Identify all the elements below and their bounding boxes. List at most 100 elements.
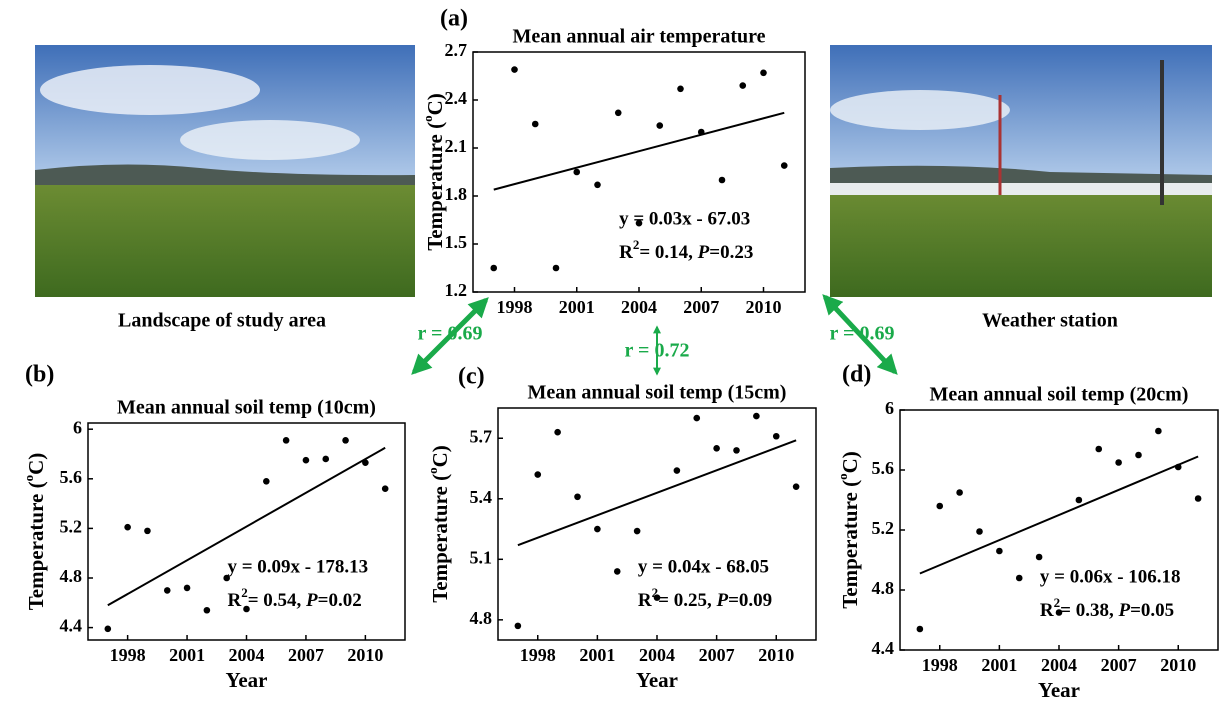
x-tick-label: 2004 — [1041, 655, 1077, 675]
fit-stats-part: 2 — [633, 237, 640, 252]
point — [552, 264, 560, 272]
y-tick-label: 5.7 — [470, 426, 493, 446]
chart-title: Mean annual soil temp (20cm) — [930, 384, 1189, 406]
x-tick-label: 2001 — [559, 297, 595, 317]
fit-stats-part: =0.23 — [709, 242, 753, 263]
point — [554, 428, 561, 436]
point — [916, 625, 924, 633]
y-tick-label: 5.4 — [470, 487, 493, 507]
fit-stats-part: = 0.38, — [1060, 600, 1118, 621]
point — [223, 574, 230, 582]
fit-stats-part: P — [1117, 600, 1130, 621]
x-tick-label: 2004 — [621, 297, 657, 317]
point — [1035, 553, 1043, 561]
y-tick-label: 6 — [885, 398, 894, 418]
y-tick-label: 4.4 — [60, 616, 83, 636]
fit-stats-part: 2 — [652, 585, 659, 600]
point — [1075, 496, 1083, 504]
x-tick-label: 2010 — [1160, 655, 1196, 675]
fit-stats-part: P — [715, 590, 728, 611]
y-axis-label: Temperature (oC) — [425, 445, 451, 603]
point — [713, 445, 720, 452]
point — [203, 606, 211, 614]
y-tick-label: 1.8 — [445, 184, 468, 204]
point — [653, 594, 661, 601]
x-axis-label: Year — [1038, 678, 1080, 702]
point — [342, 437, 349, 444]
y-axis-label-part: Temperature ( — [423, 122, 447, 251]
point — [302, 456, 310, 464]
y-tick-label: 4.8 — [60, 566, 83, 586]
point — [1015, 574, 1023, 582]
point — [760, 69, 767, 77]
trend-line — [493, 111, 785, 191]
point — [1115, 459, 1122, 466]
y-tick-label: 6 — [73, 417, 82, 437]
y-tick-label: 5.1 — [470, 547, 493, 567]
y-tick-label: 5.2 — [872, 518, 895, 538]
point — [594, 181, 601, 189]
point — [693, 414, 701, 422]
fit-stats-part: =0.05 — [1130, 600, 1174, 621]
x-tick-label: 1998 — [922, 655, 958, 675]
fit-stats: R2= 0.54, P=0.02 — [227, 585, 361, 611]
point — [322, 455, 330, 463]
y-axis-label: Temperature (oC) — [21, 453, 47, 611]
fit-stats-part: =0.02 — [318, 590, 362, 611]
x-tick-label: 2007 — [288, 645, 324, 665]
y-axis-label-part: o — [425, 467, 440, 474]
panel-letter: (a) — [440, 6, 468, 32]
y-tick-label: 4.8 — [872, 578, 895, 598]
point — [792, 483, 800, 490]
fit-stats: R2= 0.38, P=0.05 — [1040, 595, 1174, 621]
x-axis-label: Year — [636, 668, 678, 692]
point — [511, 66, 518, 73]
panel-letter: (c) — [458, 364, 485, 390]
point — [635, 219, 643, 227]
fit-stats-part: = 0.54, — [248, 590, 306, 611]
fit-stats-part: R — [619, 242, 633, 263]
point — [263, 477, 270, 485]
photo-caption: Weather station — [982, 310, 1118, 332]
y-axis-label-part: o — [420, 115, 435, 122]
chart-title: Mean annual soil temp (10cm) — [117, 397, 376, 419]
y-axis-label-part: C) — [423, 93, 447, 115]
point — [514, 622, 522, 630]
y-axis-label-part: o — [21, 475, 36, 482]
fit-stats-part: R — [638, 590, 652, 611]
y-tick-label: 4.4 — [872, 638, 895, 658]
x-axis-label: Year — [226, 668, 268, 692]
point — [718, 176, 726, 184]
y-tick-label: 2.1 — [445, 136, 468, 156]
point — [633, 527, 641, 535]
x-tick-label: 2007 — [683, 297, 719, 317]
point — [594, 525, 601, 533]
point — [534, 471, 542, 478]
fit-stats-part: 2 — [241, 585, 248, 600]
equation: y = 0.06x - 106.18 — [1040, 566, 1181, 587]
point — [1095, 445, 1103, 453]
point — [574, 493, 581, 501]
y-axis-label-part: Temperature ( — [838, 480, 862, 609]
point — [614, 109, 622, 117]
point — [739, 82, 747, 89]
y-axis-label: Temperature (oC) — [835, 451, 861, 609]
point — [753, 412, 760, 420]
fit-stats: R2= 0.25, P=0.09 — [638, 585, 772, 611]
point — [656, 122, 664, 129]
y-tick-label: 1.5 — [445, 232, 468, 252]
point — [772, 432, 780, 440]
correlation-label: r = 0.69 — [830, 323, 895, 345]
photo-caption: Landscape of study area — [118, 310, 326, 332]
point — [956, 489, 963, 496]
y-axis-label-part: C) — [838, 451, 862, 473]
equation: y = 0.09x - 178.13 — [227, 556, 368, 577]
x-tick-label: 2007 — [1101, 655, 1137, 675]
point — [1155, 427, 1162, 435]
x-tick-label: 1998 — [110, 645, 146, 665]
point — [677, 85, 684, 93]
point — [573, 168, 581, 176]
correlation-label: r = 0.72 — [625, 340, 690, 362]
y-tick-label: 2.4 — [445, 88, 468, 108]
